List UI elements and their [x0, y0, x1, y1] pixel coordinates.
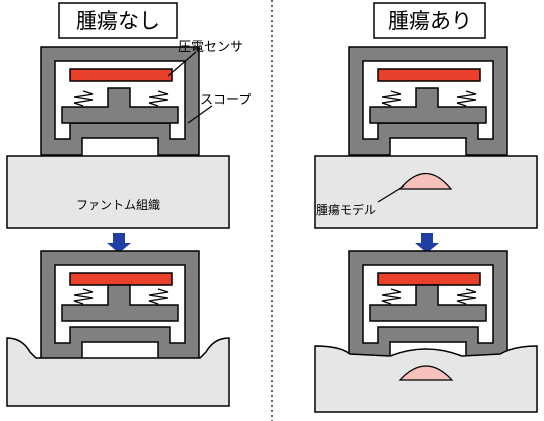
left-title: 腫瘍なし: [76, 9, 160, 33]
left-panel: 腫瘍なし 圧電センサ スコープ ファントム組織: [6, 2, 251, 407]
left-scope-top: [40, 46, 200, 156]
tumor-leader-line: [377, 185, 405, 203]
tumor-model: [398, 173, 453, 190]
right-tissue-block: [314, 155, 538, 229]
left-scope-bottom: [40, 250, 200, 360]
right-title-box: [373, 2, 486, 39]
sensor-label: 圧電センサ: [178, 40, 243, 55]
tumor-model-compressed: [398, 365, 454, 381]
left-tissue-block: [6, 155, 230, 229]
right-scope-top: [348, 46, 508, 156]
sensor-leader-line: [167, 51, 197, 77]
right-down-arrow: [415, 233, 439, 253]
scope-leader-line: [187, 105, 213, 124]
tumor-label: 腫瘍モデル: [316, 202, 376, 217]
tissue-label: ファントム組織: [76, 198, 160, 212]
scope-label: スコープ: [200, 93, 251, 108]
right-panel: 腫瘍あり 腫瘍モデル: [314, 2, 538, 413]
right-scope-bottom: [348, 250, 508, 360]
left-down-arrow: [107, 233, 131, 253]
left-tissue-deformed: [6, 337, 230, 407]
left-title-box: [58, 2, 178, 39]
right-title: 腫瘍あり: [388, 9, 472, 33]
